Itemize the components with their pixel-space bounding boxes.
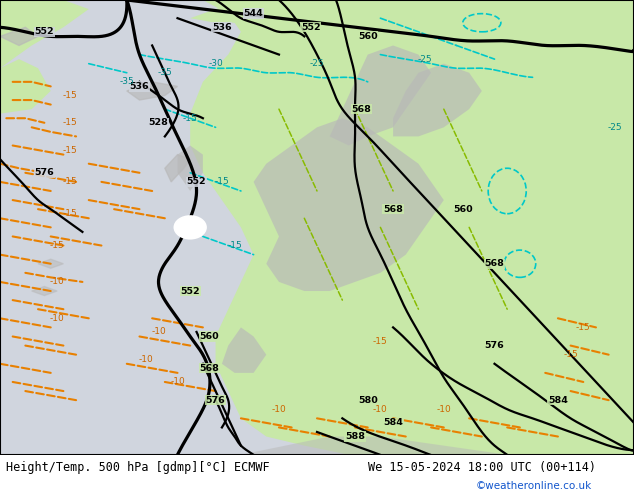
Text: 568: 568 — [484, 259, 505, 268]
Text: 584: 584 — [548, 395, 568, 405]
Polygon shape — [241, 437, 507, 455]
Text: -15: -15 — [576, 323, 591, 332]
Text: -15: -15 — [62, 177, 77, 186]
Text: 560: 560 — [200, 332, 219, 341]
Polygon shape — [127, 82, 178, 100]
Text: 552: 552 — [301, 23, 320, 32]
Text: -10: -10 — [436, 405, 451, 414]
Text: 560: 560 — [453, 205, 472, 214]
Polygon shape — [190, 0, 634, 455]
Text: 560: 560 — [358, 32, 377, 41]
Text: -15: -15 — [62, 146, 77, 154]
Text: -15: -15 — [62, 118, 77, 127]
Polygon shape — [0, 59, 51, 114]
Text: 576: 576 — [205, 395, 226, 405]
Text: 584: 584 — [383, 418, 403, 427]
Polygon shape — [0, 0, 89, 68]
Text: -15: -15 — [373, 337, 388, 345]
Polygon shape — [222, 327, 266, 373]
Text: 568: 568 — [383, 205, 403, 214]
Text: -15: -15 — [62, 91, 77, 100]
Text: -10: -10 — [271, 405, 287, 414]
Text: 580: 580 — [358, 395, 378, 405]
Text: 536: 536 — [130, 82, 149, 91]
Text: 528: 528 — [148, 118, 169, 127]
Polygon shape — [254, 118, 444, 291]
Text: -25: -25 — [607, 123, 623, 132]
Text: -15: -15 — [49, 241, 65, 250]
Text: -35: -35 — [157, 68, 172, 77]
Text: 536: 536 — [212, 23, 231, 32]
Text: -10: -10 — [373, 405, 388, 414]
Text: -10: -10 — [49, 277, 65, 287]
Text: 576: 576 — [484, 341, 505, 350]
Text: -15: -15 — [227, 241, 242, 250]
Polygon shape — [32, 287, 57, 295]
Circle shape — [174, 216, 206, 239]
Text: 576: 576 — [34, 168, 55, 177]
Polygon shape — [0, 0, 634, 455]
Text: -10: -10 — [49, 314, 65, 323]
Text: 588: 588 — [345, 432, 365, 441]
Text: -35: -35 — [119, 77, 134, 86]
Text: 552: 552 — [187, 177, 206, 186]
Text: Height/Temp. 500 hPa [gdmp][°C] ECMWF: Height/Temp. 500 hPa [gdmp][°C] ECMWF — [6, 462, 270, 474]
Text: -15: -15 — [183, 114, 198, 122]
Polygon shape — [38, 259, 63, 269]
Text: -10: -10 — [138, 355, 153, 364]
Text: 544: 544 — [243, 9, 264, 18]
Text: -15: -15 — [563, 350, 578, 359]
Text: -15: -15 — [214, 177, 230, 186]
Text: We 15-05-2024 18:00 UTC (00+114): We 15-05-2024 18:00 UTC (00+114) — [368, 462, 596, 474]
Polygon shape — [393, 64, 482, 136]
Text: -15: -15 — [62, 209, 77, 218]
Polygon shape — [165, 155, 190, 182]
Polygon shape — [178, 146, 203, 191]
Text: -10: -10 — [170, 377, 185, 387]
Text: 568: 568 — [199, 364, 219, 373]
Text: ©weatheronline.co.uk: ©weatheronline.co.uk — [476, 481, 592, 490]
Polygon shape — [0, 27, 38, 46]
Text: -10: -10 — [151, 327, 166, 337]
Text: -25: -25 — [309, 59, 325, 68]
Text: -30: -30 — [208, 59, 223, 68]
Polygon shape — [330, 46, 431, 146]
Text: 568: 568 — [351, 105, 372, 114]
Text: -25: -25 — [417, 54, 432, 64]
Text: 552: 552 — [35, 27, 54, 36]
Text: 552: 552 — [181, 287, 200, 295]
Polygon shape — [190, 0, 349, 23]
